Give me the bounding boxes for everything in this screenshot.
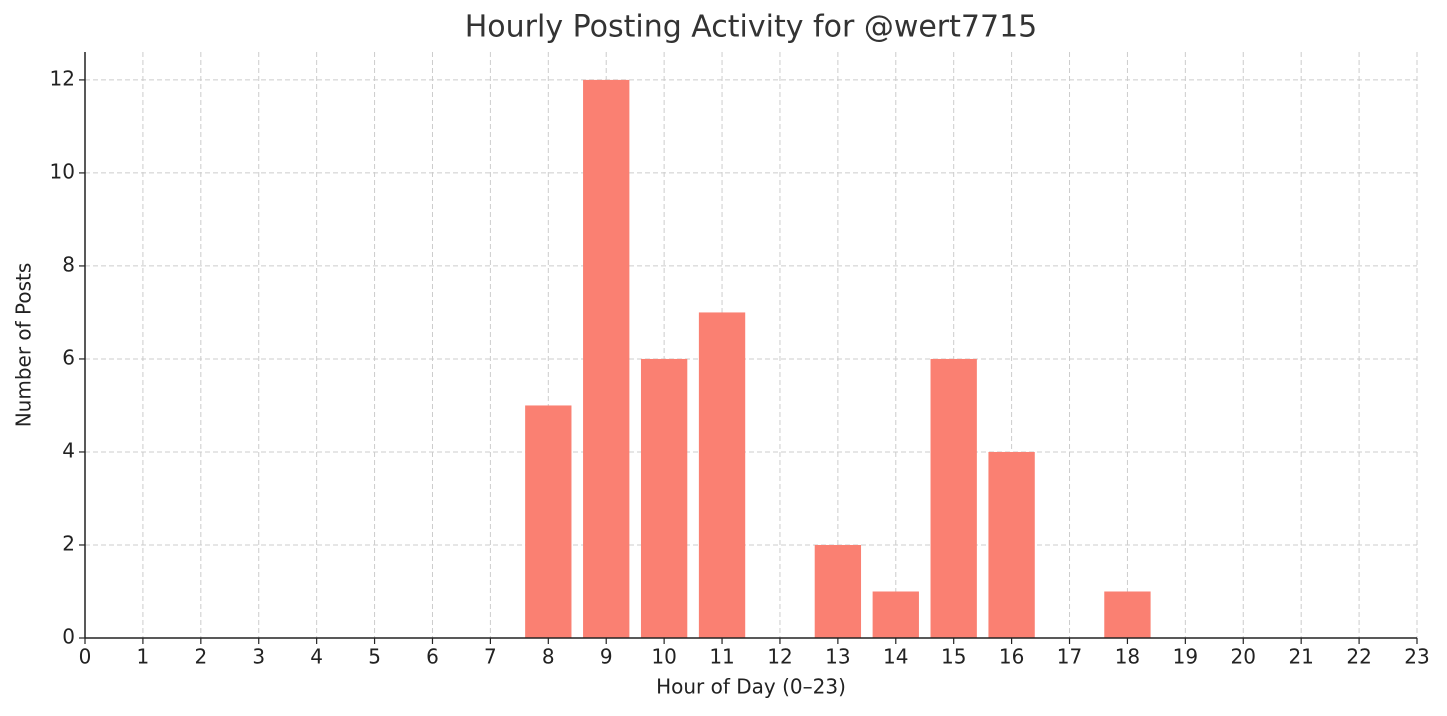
bar	[988, 451, 1035, 638]
bar	[1104, 591, 1151, 638]
x-tick-label: 2	[194, 645, 207, 669]
y-tick-label: 12	[50, 66, 75, 90]
bar	[640, 358, 688, 638]
bar	[525, 405, 572, 638]
bar	[930, 358, 977, 638]
y-tick-label: 0	[62, 625, 75, 649]
x-axis-label: Hour of Day (0–23)	[656, 675, 846, 699]
x-tick-label: 5	[368, 645, 381, 669]
x-tick-label: 8	[542, 645, 555, 669]
x-tick-label: 19	[1173, 645, 1198, 669]
bar	[583, 79, 630, 638]
x-tick-label: 20	[1231, 645, 1256, 669]
y-tick-label: 6	[62, 345, 75, 369]
bar	[872, 591, 919, 638]
x-tick-label: 10	[651, 645, 676, 669]
x-tick-label: 12	[767, 645, 792, 669]
x-tick-label: 6	[426, 645, 439, 669]
bar	[698, 312, 746, 638]
x-tick-label: 22	[1346, 645, 1371, 669]
chart-title: Hourly Posting Activity for @wert7715	[465, 10, 1038, 45]
y-tick-label: 10	[50, 159, 75, 183]
x-tick-label: 9	[600, 645, 613, 669]
x-tick-label: 14	[883, 645, 908, 669]
x-tick-label: 18	[1115, 645, 1140, 669]
y-tick-label: 2	[62, 531, 75, 555]
y-axis-label: Number of Posts	[12, 263, 36, 428]
x-tick-label: 3	[252, 645, 265, 669]
y-tick-label: 8	[62, 252, 75, 276]
bar	[814, 544, 862, 638]
x-tick-label: 7	[484, 645, 497, 669]
x-tick-label: 15	[941, 645, 966, 669]
x-tick-label: 11	[709, 645, 734, 669]
x-tick-label: 4	[310, 645, 323, 669]
x-tick-label: 17	[1057, 645, 1082, 669]
x-tick-label: 21	[1288, 645, 1313, 669]
x-tick-label: 13	[825, 645, 850, 669]
y-tick-label: 4	[62, 438, 75, 462]
x-tick-label: 16	[999, 645, 1024, 669]
x-tick-label: 1	[137, 645, 150, 669]
x-tick-label: 23	[1404, 645, 1429, 669]
x-tick-label: 0	[79, 645, 92, 669]
